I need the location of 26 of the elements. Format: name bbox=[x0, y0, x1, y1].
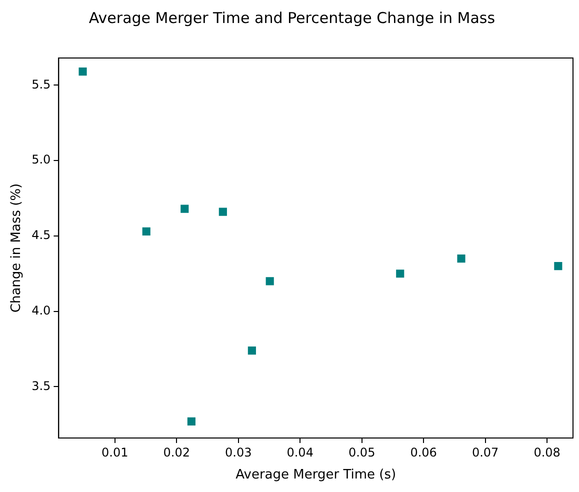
x-tick-label: 0.03 bbox=[224, 445, 252, 460]
y-tick-label: 5.0 bbox=[32, 152, 51, 167]
point bbox=[396, 270, 404, 278]
x-tick-label: 0.01 bbox=[102, 445, 128, 460]
point bbox=[180, 204, 189, 213]
point bbox=[187, 417, 196, 426]
x-tick-label: 0.07 bbox=[472, 445, 499, 460]
chart-title: Average Merger Time and Percentage Change in Mass bbox=[88, 8, 496, 27]
point bbox=[266, 277, 274, 286]
x-axis-title: Average Merger Time (s) bbox=[236, 468, 396, 483]
y-tick-label: 4.5 bbox=[32, 228, 51, 242]
y-tick-label: 5.5 bbox=[32, 77, 51, 92]
y-axis-title: Change in Mass (%) bbox=[9, 183, 24, 313]
point bbox=[457, 254, 466, 263]
y-tick-label: 4.0 bbox=[32, 303, 51, 318]
x-tick-label: 0.04 bbox=[286, 445, 314, 460]
x-tick-label: 0.02 bbox=[163, 445, 190, 460]
point bbox=[248, 346, 256, 355]
point bbox=[78, 68, 87, 76]
point bbox=[554, 262, 562, 270]
x-tick-label: 0.06 bbox=[410, 445, 437, 460]
x-tick-label: 0.08 bbox=[534, 445, 560, 460]
point bbox=[218, 208, 227, 216]
point bbox=[142, 227, 150, 236]
x-tick-label: 0.05 bbox=[348, 445, 376, 460]
y-tick-label: 3.5 bbox=[32, 378, 51, 393]
